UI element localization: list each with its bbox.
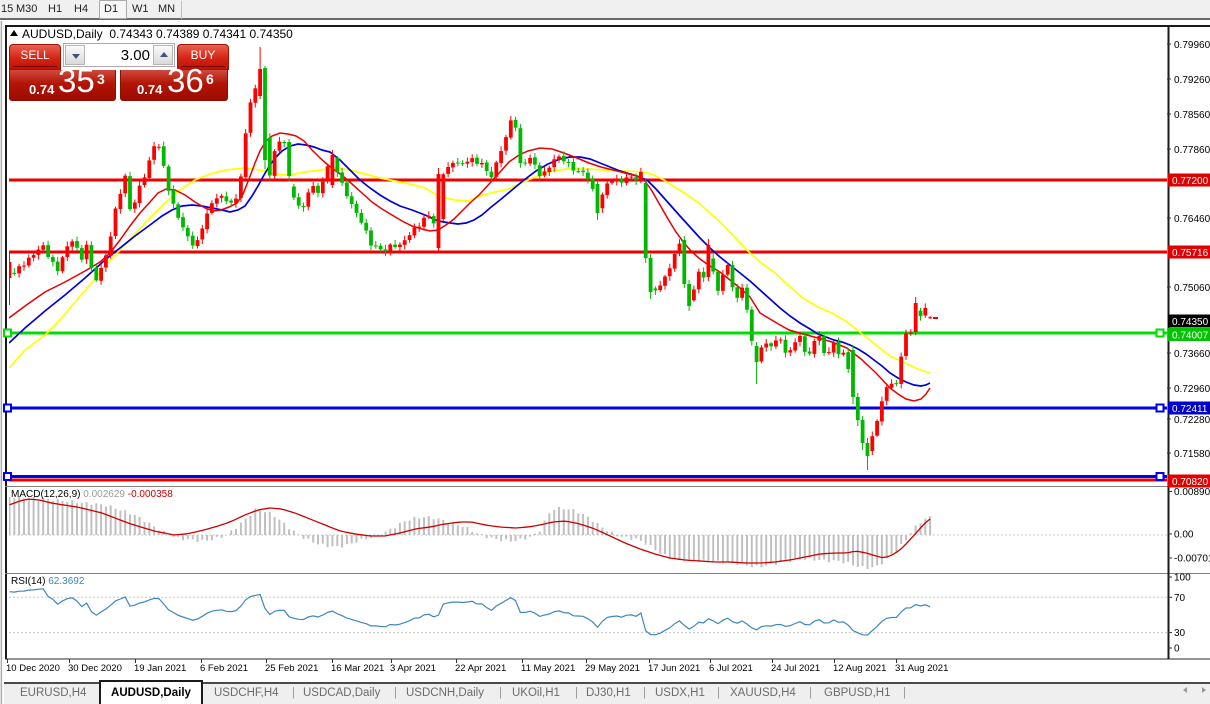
svg-text:0.77860: 0.77860 <box>1174 145 1210 156</box>
svg-text:0.79260: 0.79260 <box>1174 75 1210 86</box>
svg-text:RSI(14) 62.3692: RSI(14) 62.3692 <box>11 576 85 587</box>
svg-text:10 Dec 2020: 10 Dec 2020 <box>6 663 60 674</box>
svg-text:31 Aug 2021: 31 Aug 2021 <box>895 663 948 674</box>
svg-text:0.72960: 0.72960 <box>1174 384 1210 395</box>
svg-text:100: 100 <box>1174 573 1191 584</box>
svg-text:22 Apr 2021: 22 Apr 2021 <box>455 663 506 674</box>
svg-text:6 Jul 2021: 6 Jul 2021 <box>709 663 753 674</box>
svg-text:0.79960: 0.79960 <box>1174 40 1210 51</box>
svg-text:0.74350: 0.74350 <box>1172 317 1209 328</box>
svg-text:0.73660: 0.73660 <box>1174 349 1210 360</box>
svg-text:30 Dec 2020: 30 Dec 2020 <box>68 663 122 674</box>
svg-text:19 Jan 2021: 19 Jan 2021 <box>134 663 186 674</box>
svg-text:25 Feb 2021: 25 Feb 2021 <box>265 663 318 674</box>
svg-text:0.72411: 0.72411 <box>1172 404 1208 415</box>
svg-text:0.71580: 0.71580 <box>1174 449 1210 460</box>
svg-text:16 Mar 2021: 16 Mar 2021 <box>331 663 384 674</box>
svg-text:0.78560: 0.78560 <box>1174 110 1210 121</box>
svg-text:0: 0 <box>1174 644 1180 655</box>
svg-text:24 Jul 2021: 24 Jul 2021 <box>771 663 820 674</box>
svg-text:0.00: 0.00 <box>1174 530 1194 541</box>
svg-text:0.74007: 0.74007 <box>1172 331 1209 342</box>
svg-text:0.008904: 0.008904 <box>1174 487 1210 498</box>
svg-text:11 May 2021: 11 May 2021 <box>521 663 575 674</box>
svg-text:0.77200: 0.77200 <box>1172 176 1209 187</box>
svg-text:29 May 2021: 29 May 2021 <box>585 663 640 674</box>
svg-text:0.75716: 0.75716 <box>1172 248 1209 259</box>
svg-text:-0.007013: -0.007013 <box>1174 554 1210 565</box>
svg-text:12 Aug 2021: 12 Aug 2021 <box>833 663 886 674</box>
svg-text:30: 30 <box>1174 628 1186 639</box>
svg-text:0.70820: 0.70820 <box>1172 477 1209 488</box>
svg-text:17 Jun 2021: 17 Jun 2021 <box>648 663 700 674</box>
svg-text:MACD(12,26,9) 0.002629 -0.0003: MACD(12,26,9) 0.002629 -0.000358 <box>11 489 173 500</box>
svg-text:0.72280: 0.72280 <box>1174 415 1210 426</box>
svg-text:6 Feb 2021: 6 Feb 2021 <box>200 663 248 674</box>
svg-text:0.75060: 0.75060 <box>1174 283 1210 294</box>
svg-text:70: 70 <box>1174 593 1186 604</box>
svg-text:0.76460: 0.76460 <box>1174 214 1210 225</box>
svg-text:3 Apr 2021: 3 Apr 2021 <box>390 663 436 674</box>
